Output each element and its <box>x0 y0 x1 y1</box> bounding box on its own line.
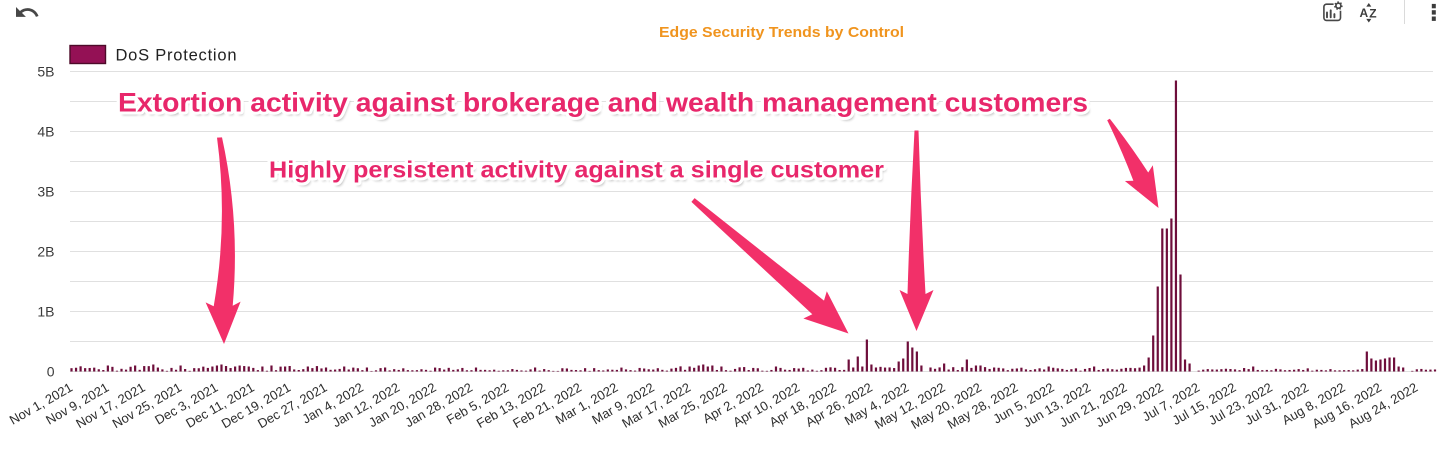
svg-text:Z: Z <box>1369 7 1376 21</box>
svg-text:4B: 4B <box>37 124 54 140</box>
svg-text:Highly persistent activity aga: Highly persistent activity against a sin… <box>272 160 887 186</box>
svg-text:Extortion activity against bro: Extortion activity against brokerage and… <box>121 91 1091 121</box>
svg-text:DoS Protection: DoS Protection <box>116 47 237 65</box>
svg-text:1B: 1B <box>37 304 54 320</box>
svg-text:2B: 2B <box>37 244 54 260</box>
svg-text:0: 0 <box>47 364 55 380</box>
svg-text:3B: 3B <box>37 184 54 200</box>
svg-text:Edge Security Trends by Contro: Edge Security Trends by Control <box>659 24 904 41</box>
svg-text:5B: 5B <box>37 64 54 80</box>
svg-text:Highly persistent activity aga: Highly persistent activity against a sin… <box>269 157 884 183</box>
svg-text:Extortion activity against bro: Extortion activity against brokerage and… <box>118 88 1088 118</box>
svg-text:Highly persistent activity aga: Highly persistent activity against a sin… <box>269 157 884 183</box>
svg-text:A: A <box>1360 6 1369 20</box>
svg-text:Extortion activity against bro: Extortion activity against brokerage and… <box>118 88 1088 118</box>
